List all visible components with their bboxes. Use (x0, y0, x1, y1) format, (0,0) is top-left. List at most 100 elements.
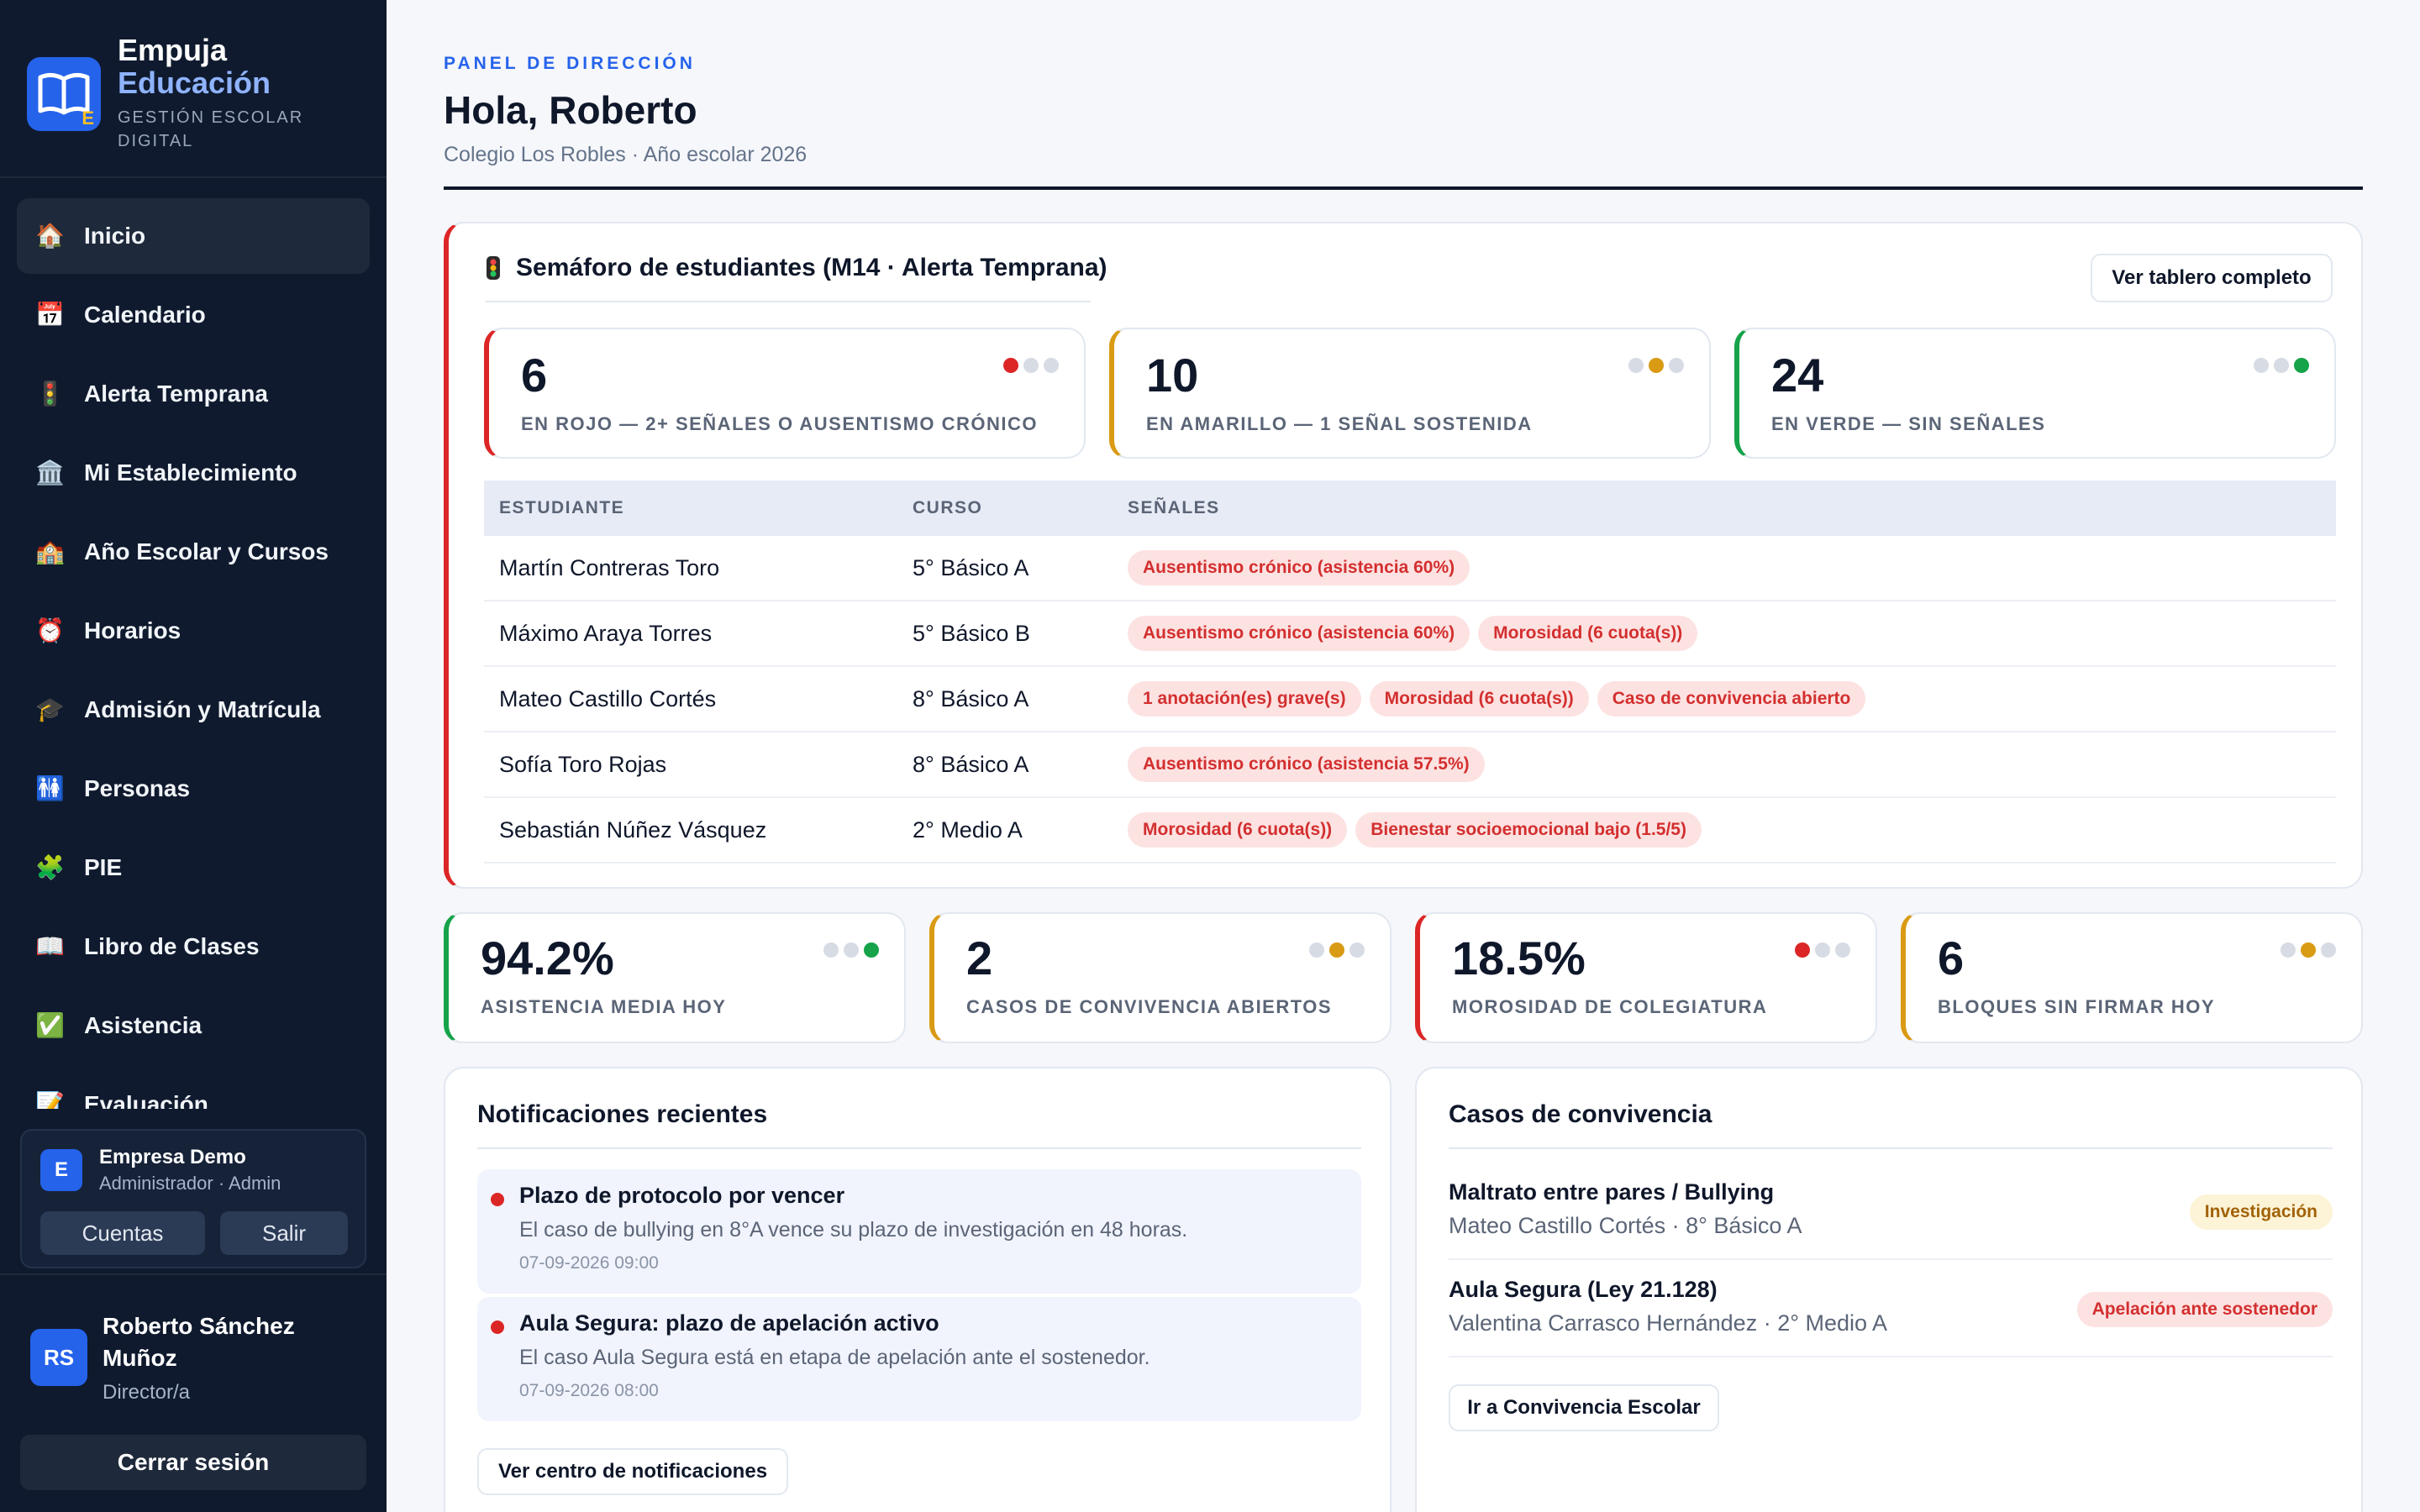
metric-label: EN AMARILLO — 1 SEÑAL SOSTENIDA (1146, 413, 1533, 434)
table-row[interactable]: Sebastián Núñez Vásquez 2° Medio A Moros… (484, 798, 2336, 864)
view-full-board-button[interactable]: Ver tablero completo (2091, 254, 2333, 302)
logo-letter: E (82, 108, 94, 129)
notification-date: 07-09-2026 08:00 (519, 1381, 659, 1400)
notification-center-button[interactable]: Ver centro de notificaciones (477, 1448, 788, 1495)
sidebar-item-libro-de-clases[interactable]: 📖 Libro de Clases (17, 909, 370, 984)
red-count-card[interactable]: 6 EN ROJO — 2+ SEÑALES O AUSENTISMO CRÓN… (484, 328, 1086, 459)
exit-account-button[interactable]: Salir (220, 1211, 348, 1255)
status-lights (1628, 358, 1684, 373)
status-lights (1003, 358, 1059, 373)
kpi-attendance-card[interactable]: 94.2% ASISTENCIA MEDIA HOY (444, 912, 906, 1043)
green-light-off (1669, 358, 1684, 373)
sidebar-item-label: PIE (84, 854, 123, 880)
signal-badge: Morosidad (6 cuota(s)) (1128, 812, 1348, 848)
case-status-badge: Apelación ante sostenedor (2076, 1292, 2333, 1327)
green-light-on (2294, 358, 2309, 373)
open-book-icon (38, 72, 90, 115)
memo-icon: 📝 (35, 1091, 65, 1110)
case-item[interactable]: Aula Segura (Ley 21.128) Valentina Carra… (1449, 1262, 2333, 1357)
sidebar-item-calendario[interactable]: 📅 Calendario (17, 277, 370, 353)
panel-title: Notificaciones recientes (477, 1100, 768, 1128)
case-subtitle: Mateo Castillo Cortés · 8° Básico A (1449, 1213, 1802, 1238)
kpi-open-cases-card[interactable]: 2 CASOS DE CONVIVENCIA ABIERTOS (929, 912, 1392, 1043)
student-course: 8° Básico A (913, 685, 1029, 711)
green-light-on (864, 942, 879, 958)
logout-button[interactable]: Cerrar sesión (20, 1435, 366, 1490)
sidebar-item-label: Calendario (84, 302, 206, 328)
graduation-cap-icon: 🎓 (35, 696, 65, 722)
sidebar-item-ano-escolar[interactable]: 🏫 Año Escolar y Cursos (17, 514, 370, 590)
institution-icon: 🏛️ (35, 459, 65, 486)
panel-divider (477, 1147, 1361, 1149)
sidebar-item-mi-establecimiento[interactable]: 🏛️ Mi Establecimiento (17, 435, 370, 511)
logo: E (27, 57, 101, 131)
kpi-label: ASISTENCIA MEDIA HOY (481, 996, 727, 1017)
puzzle-icon: 🧩 (35, 854, 65, 880)
metric-label: EN ROJO — 2+ SEÑALES O AUSENTISMO CRÓNIC… (521, 413, 1039, 434)
brand-name-line1: Empuja (118, 33, 228, 67)
green-count-card[interactable]: 24 EN VERDE — SIN SEÑALES (1734, 328, 2336, 459)
kpi-label: MOROSIDAD DE COLEGIATURA (1452, 996, 1768, 1017)
sidebar-item-admision[interactable]: 🎓 Admisión y Matrícula (17, 672, 370, 748)
amber-count-card[interactable]: 10 EN AMARILLO — 1 SEÑAL SOSTENIDA (1109, 328, 1711, 459)
notification-item[interactable]: Aula Segura: plazo de apelación activo E… (477, 1297, 1361, 1421)
student-course: 5° Básico A (913, 554, 1029, 580)
column-header-course[interactable]: CURSO (913, 498, 983, 517)
checkmark-icon: ✅ (35, 1012, 65, 1038)
sidebar-item-label: Inicio (84, 223, 146, 249)
unread-dot-icon (491, 1320, 504, 1334)
signals-cell: 1 anotación(es) grave(s) Morosidad (6 cu… (1128, 681, 2336, 717)
case-item[interactable]: Maltrato entre pares / Bullying Mateo Ca… (1449, 1164, 2333, 1260)
kpi-value: 18.5% (1452, 932, 1586, 984)
unread-dot-icon (491, 1193, 504, 1206)
student-course: 5° Básico B (913, 620, 1030, 646)
status-lights (2281, 942, 2336, 958)
column-header-signals[interactable]: SEÑALES (1128, 498, 1220, 517)
kpi-unsigned-blocks-card[interactable]: 6 BLOQUES SIN FIRMAR HOY (1901, 912, 2363, 1043)
sidebar-item-evaluacion[interactable]: 📝 Evaluación (17, 1067, 370, 1109)
table-row[interactable]: Sofía Toro Rojas 8° Básico A Ausentismo … (484, 732, 2336, 798)
table-row[interactable]: Máximo Araya Torres 5° Básico B Ausentis… (484, 601, 2336, 667)
section-title: Semáforo de estudiantes (M14 · Alerta Te… (486, 254, 1107, 282)
signal-badge: Bienestar socioemocional bajo (1.5/5) (1355, 812, 1702, 848)
sidebar-item-personas[interactable]: 🚻 Personas (17, 751, 370, 827)
brand[interactable]: E Empuja Educación GESTIÓN ESCOLAR DIGIT… (27, 34, 363, 160)
student-course: 2° Medio A (913, 816, 1023, 843)
metric-label: EN VERDE — SIN SEÑALES (1771, 413, 2046, 434)
sidebar-item-label: Mi Establecimiento (84, 459, 297, 486)
accounts-button[interactable]: Cuentas (40, 1211, 205, 1255)
signal-badge: Morosidad (6 cuota(s)) (1369, 681, 1589, 717)
amber-light-off (1815, 942, 1830, 958)
red-light-off (2254, 358, 2269, 373)
notification-item[interactable]: Plazo de protocolo por vencer El caso de… (477, 1169, 1361, 1294)
traffic-light-icon (487, 256, 500, 280)
account-switcher: E Empresa Demo Administrador · Admin Cue… (20, 1129, 366, 1268)
school-icon: 🏫 (35, 538, 65, 564)
sidebar-item-inicio[interactable]: 🏠 Inicio (17, 198, 370, 274)
sidebar-item-horarios[interactable]: ⏰ Horarios (17, 593, 370, 669)
signal-badge: Ausentismo crónico (asistencia 57.5%) (1128, 747, 1485, 782)
sidebar-item-asistencia[interactable]: ✅ Asistencia (17, 988, 370, 1063)
kpi-delinquency-card[interactable]: 18.5% MOROSIDAD DE COLEGIATURA (1415, 912, 1877, 1043)
sidebar-item-pie[interactable]: 🧩 PIE (17, 830, 370, 906)
signal-badge: Morosidad (6 cuota(s)) (1478, 616, 1698, 651)
sidebar-item-label: Libro de Clases (84, 933, 260, 959)
status-lights (2254, 358, 2309, 373)
panel-divider (1449, 1147, 2333, 1149)
amber-light-on (1329, 942, 1344, 958)
sidebar-item-alerta-temprana[interactable]: 🚦 Alerta Temprana (17, 356, 370, 432)
kpi-value: 6 (1938, 932, 1965, 984)
column-header-student[interactable]: ESTUDIANTE (499, 498, 625, 517)
case-subtitle: Valentina Carrasco Hernández · 2° Medio … (1449, 1310, 1888, 1336)
account-avatar: E (40, 1149, 82, 1191)
go-to-coexistence-button[interactable]: Ir a Convivencia Escolar (1449, 1384, 1719, 1431)
sidebar-divider (0, 176, 387, 178)
table-row[interactable]: Mateo Castillo Cortés 8° Básico A 1 anot… (484, 667, 2336, 732)
table-row[interactable]: Martín Contreras Toro 5° Básico A Ausent… (484, 536, 2336, 601)
status-lights (823, 942, 879, 958)
notification-title: Plazo de protocolo por vencer (519, 1183, 845, 1208)
students-at-risk-table: ESTUDIANTE CURSO SEÑALES Martín Contrera… (484, 480, 2336, 864)
alarm-clock-icon: ⏰ (35, 617, 65, 643)
panel-title: Casos de convivencia (1449, 1100, 1712, 1128)
signal-badge: Caso de convivencia abierto (1597, 681, 1866, 717)
